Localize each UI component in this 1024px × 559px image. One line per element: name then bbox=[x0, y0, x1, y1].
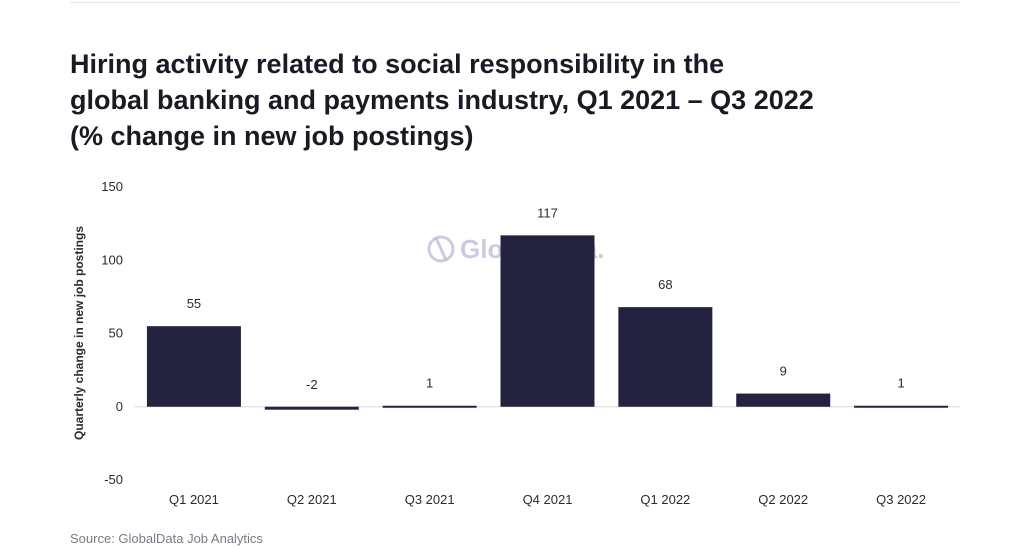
bar bbox=[618, 307, 713, 407]
x-tick-label: Q1 2022 bbox=[640, 492, 690, 507]
top-divider bbox=[70, 2, 960, 3]
data-label: 117 bbox=[537, 205, 558, 220]
bar bbox=[382, 405, 477, 408]
x-tick-label: Q3 2021 bbox=[405, 492, 455, 507]
data-label: 1 bbox=[897, 375, 904, 390]
chart-title-line-2: global banking and payments industry, Q1… bbox=[70, 85, 814, 115]
bars-group bbox=[146, 235, 949, 410]
globaldata-logo-icon bbox=[427, 235, 455, 263]
x-axis-ticks: Q1 2021 Q2 2021 Q3 2021 Q4 2021 Q1 2022 Q2 20… bbox=[169, 492, 926, 507]
x-tick-label: Q1 2021 bbox=[169, 492, 219, 507]
x-tick-label: Q3 2022 bbox=[876, 492, 926, 507]
chart-title-line-3: (% change in new job postings) bbox=[70, 121, 474, 151]
y-tick-label: 150 bbox=[101, 179, 123, 194]
x-tick-label: Q2 2022 bbox=[758, 492, 808, 507]
bar bbox=[264, 406, 359, 410]
bar bbox=[736, 393, 831, 407]
data-labels-group: 55 -2 1 117 68 9 1 bbox=[187, 205, 905, 391]
data-label: 9 bbox=[780, 364, 787, 379]
y-axis-label: Quarterly change in new job postings bbox=[72, 226, 86, 440]
x-tick-label: Q2 2021 bbox=[287, 492, 337, 507]
bar bbox=[854, 405, 949, 408]
x-tick-label: Q4 2021 bbox=[523, 492, 573, 507]
y-axis-ticks: 150 100 50 0 -50 bbox=[101, 179, 123, 487]
data-label: 1 bbox=[426, 375, 433, 390]
data-label: 68 bbox=[658, 277, 672, 292]
chart-title: Hiring activity related to social respon… bbox=[70, 46, 890, 154]
y-tick-label: 50 bbox=[109, 326, 123, 341]
data-label: 55 bbox=[187, 296, 201, 311]
source-note: Source: GlobalData Job Analytics bbox=[70, 531, 263, 546]
bar bbox=[146, 326, 241, 407]
data-label: -2 bbox=[306, 377, 318, 392]
chart-title-line-1: Hiring activity related to social respon… bbox=[70, 49, 725, 79]
bar bbox=[500, 235, 595, 407]
y-tick-label: -50 bbox=[104, 472, 123, 487]
y-tick-label: 100 bbox=[101, 252, 123, 267]
y-tick-label: 0 bbox=[116, 399, 123, 414]
bar-chart: GlobalData. Quarterly change in new job … bbox=[72, 179, 960, 507]
